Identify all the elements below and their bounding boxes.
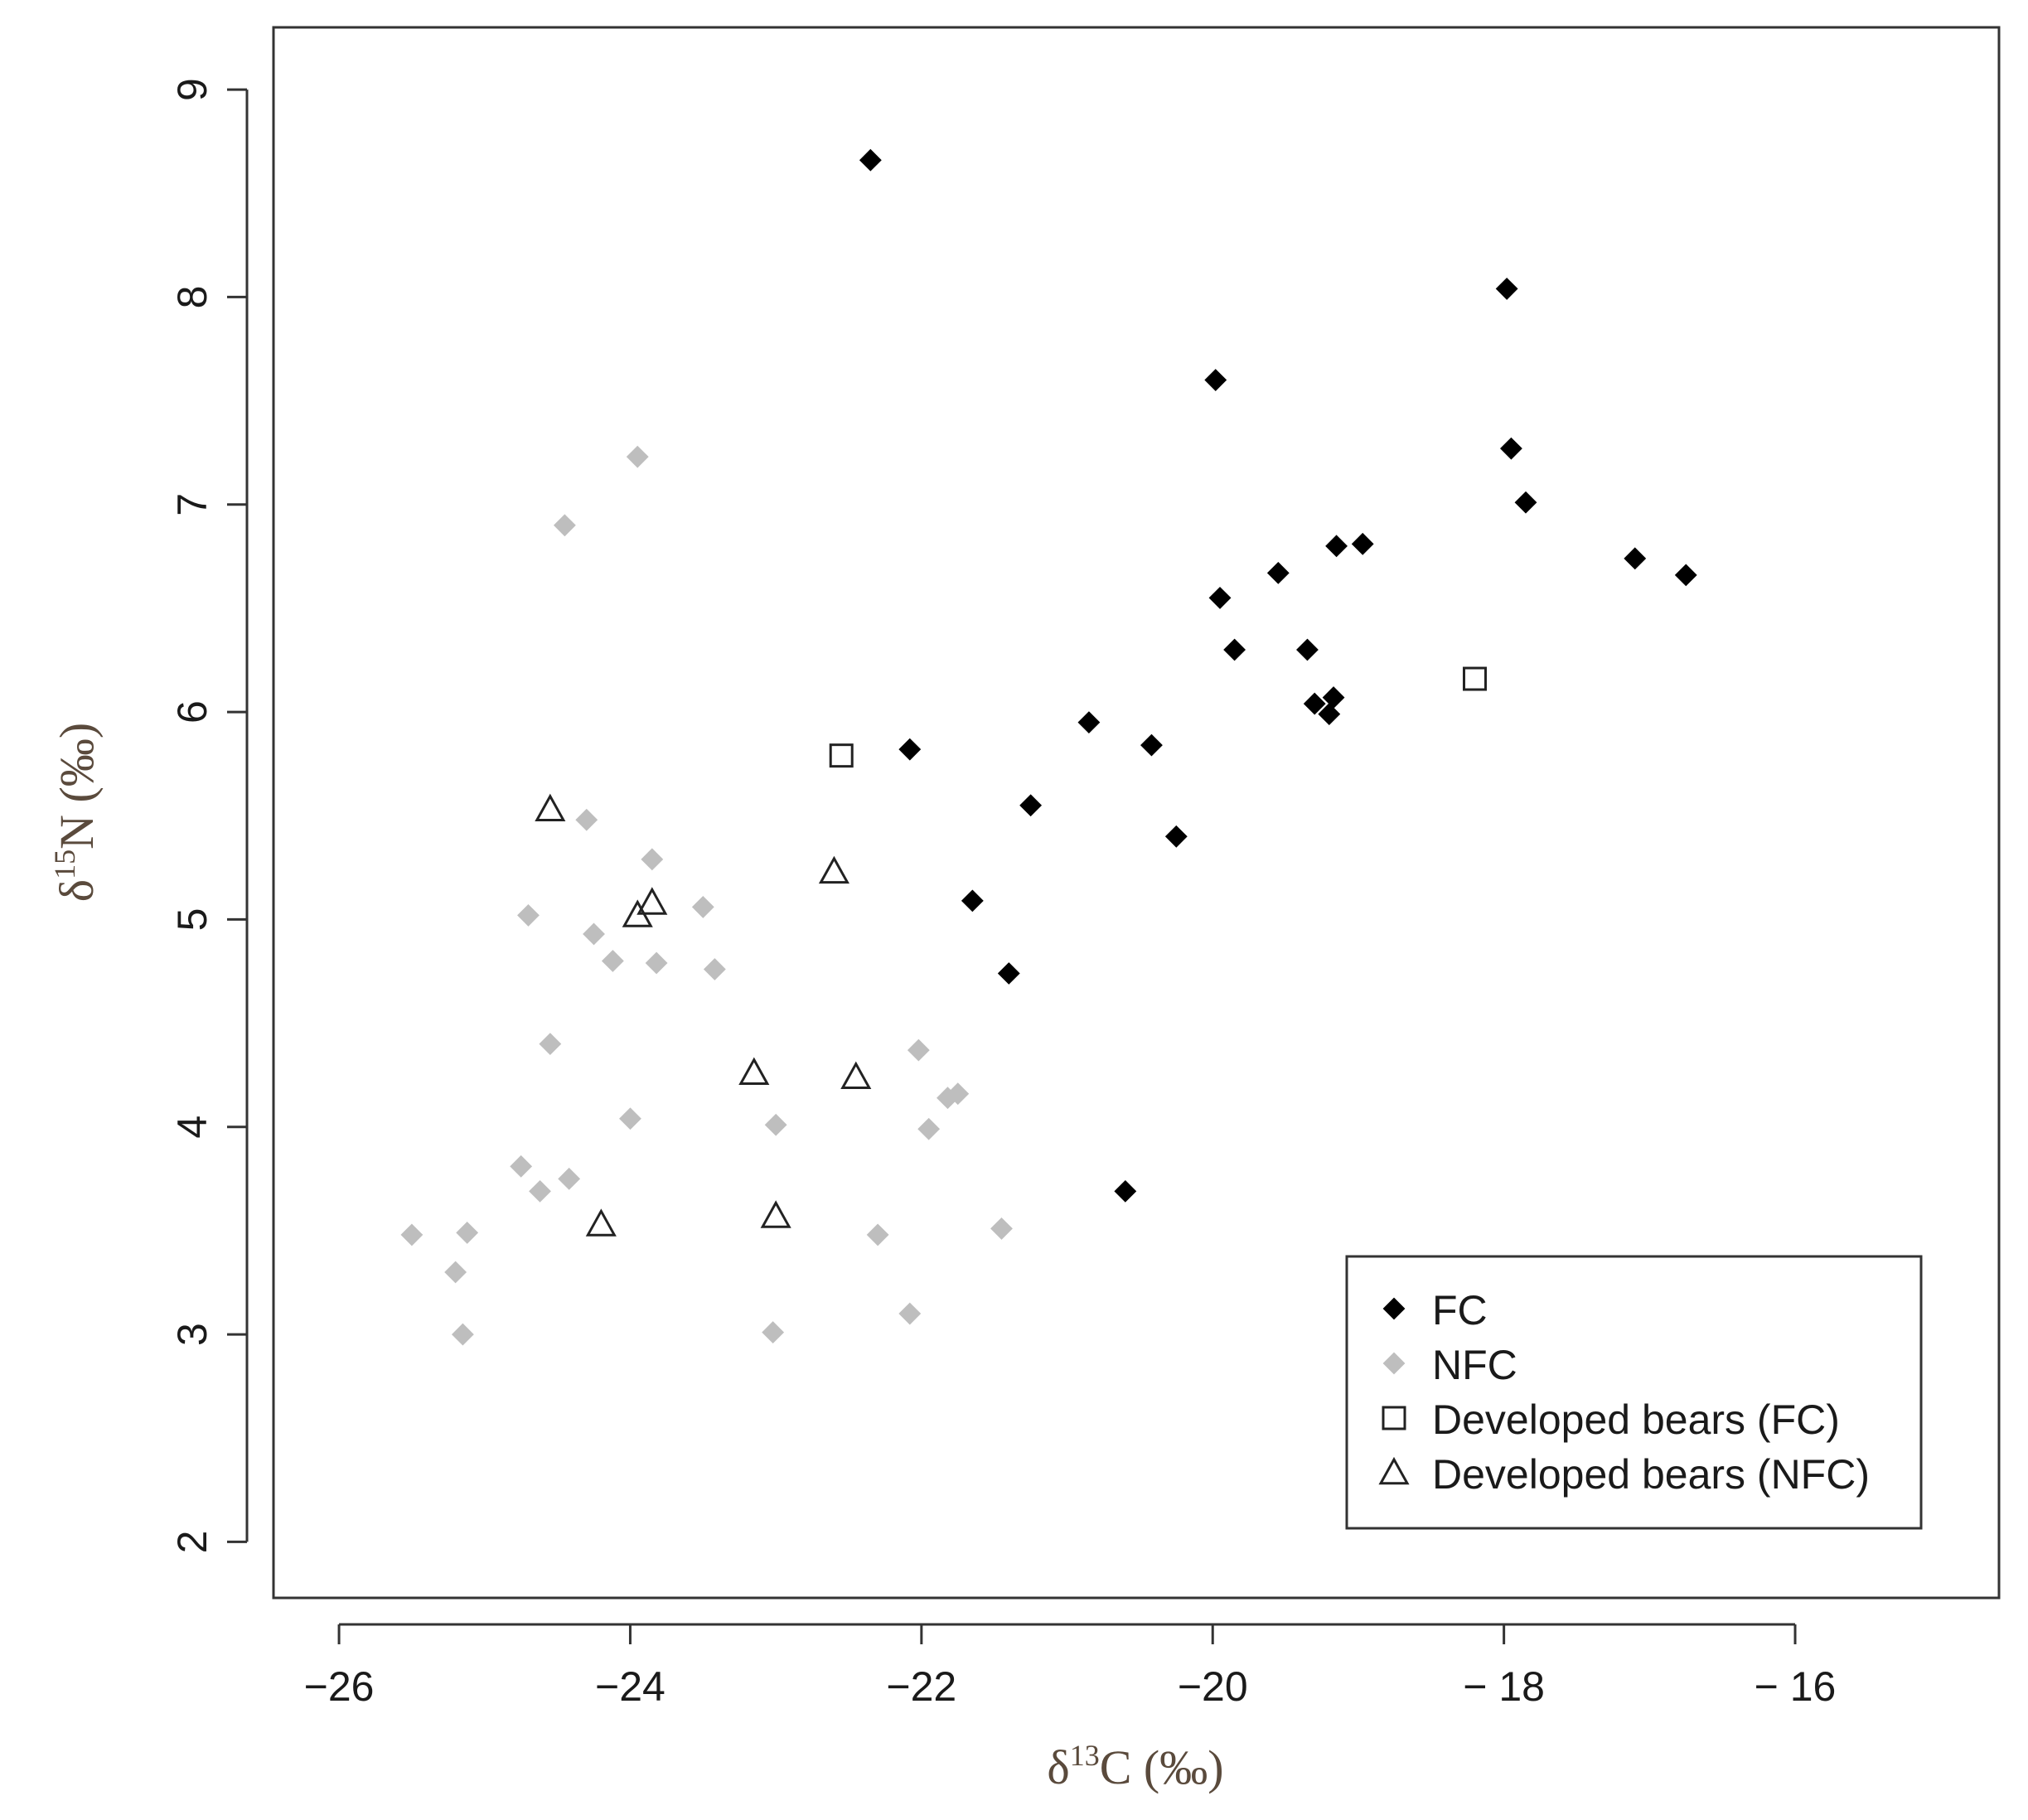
nfc-point [946, 1082, 970, 1106]
developed-fc-point [1462, 666, 1487, 691]
plot-frame [272, 26, 2001, 1600]
y-tick-label: 8 [169, 286, 215, 309]
developed-nfc-point [535, 793, 566, 822]
nfc-point [575, 808, 598, 831]
fc-point [1077, 711, 1101, 734]
y-tick-label: 7 [169, 493, 215, 516]
nfc-point [601, 950, 624, 972]
nfc-point [691, 895, 714, 918]
y-axis-title-prefix: δ [50, 879, 104, 902]
fc-point [997, 962, 1020, 985]
x-axis-title-sup: 13 [1070, 1739, 1100, 1772]
fc-point [1019, 794, 1043, 817]
x-tick-label: −20 [1178, 1663, 1248, 1710]
nfc-point [517, 903, 540, 927]
y-tick-label: 5 [169, 908, 215, 932]
legend-marker-3 [1378, 1456, 1410, 1485]
fc-point [1495, 278, 1518, 300]
legend-box [1345, 1255, 1923, 1530]
fc-point [1204, 369, 1227, 391]
fc-point [1223, 638, 1246, 661]
nfc-point [510, 1154, 533, 1178]
legend-marker-2 [1382, 1406, 1406, 1430]
x-tick-label: −26 [304, 1663, 375, 1710]
developed-fc-point [829, 743, 854, 768]
fc-point [1514, 491, 1537, 514]
fc-point [1318, 703, 1341, 726]
fc-point [1325, 535, 1348, 558]
nfc-point [703, 958, 726, 980]
y-axis-title-sup: 15 [48, 849, 81, 879]
nfc-point [400, 1223, 424, 1246]
legend-marker-0 [1382, 1297, 1406, 1320]
x-tick-label: −22 [886, 1663, 956, 1710]
legend-label-3: Developed bears (NFC) [1432, 1451, 1870, 1498]
fc-point [1500, 437, 1522, 460]
x-tick-label: − 16 [1755, 1663, 1837, 1710]
nfc-point [764, 1113, 787, 1136]
fc-point [1624, 547, 1647, 570]
developed-nfc-point [818, 855, 849, 884]
developed-nfc-point [738, 1057, 770, 1085]
series-1 [400, 445, 1013, 1346]
fc-point [1303, 692, 1326, 715]
nfc-point [917, 1117, 941, 1140]
y-tick-label: 6 [169, 700, 215, 724]
series-2 [829, 666, 1487, 768]
fc-point [961, 889, 984, 912]
x-tick-label: −24 [595, 1663, 666, 1710]
nfc-point [553, 514, 576, 537]
developed-nfc-point [760, 1200, 791, 1228]
developed-nfc-point [585, 1208, 617, 1237]
nfc-point [866, 1223, 889, 1246]
developed-nfc-point [840, 1061, 872, 1089]
fc-point [1164, 825, 1188, 848]
fc-point [898, 738, 922, 761]
x-tick-label: − 18 [1463, 1663, 1545, 1710]
legend-label-0: FC [1432, 1287, 1488, 1334]
nfc-point [641, 848, 664, 871]
x-axis-title-rest: C (‰) [1100, 1740, 1224, 1794]
series-3 [535, 793, 872, 1237]
nfc-point [626, 445, 649, 468]
fc-point [1351, 532, 1374, 555]
y-tick-label: 2 [169, 1531, 215, 1554]
y-tick-label: 4 [169, 1116, 215, 1139]
nfc-point [529, 1179, 551, 1203]
nfc-point [619, 1107, 641, 1130]
nfc-point [558, 1167, 581, 1190]
nfc-point [444, 1261, 467, 1284]
nfc-point [762, 1321, 785, 1343]
y-tick-label: 9 [169, 78, 215, 101]
x-axis-title: δ13C (‰) [1047, 1739, 1223, 1794]
series-0 [859, 148, 1697, 1203]
fc-point [1114, 1179, 1137, 1203]
nfc-point [907, 1038, 930, 1062]
y-axis-title-rest: N (‰) [50, 723, 104, 849]
y-axis-title: δ15N (‰) [48, 723, 104, 902]
nfc-point [451, 1323, 474, 1346]
fc-point [1266, 561, 1290, 584]
nfc-point [898, 1302, 922, 1325]
fc-point [859, 148, 882, 172]
y-tick-label: 3 [169, 1323, 215, 1346]
nfc-point [645, 951, 668, 975]
developed-nfc-point [636, 887, 668, 915]
legend-label-1: NFC [1432, 1342, 1517, 1388]
nfc-point [539, 1033, 562, 1056]
fc-point [1674, 564, 1697, 587]
fc-point [1208, 586, 1232, 609]
fc-point [1296, 638, 1319, 661]
fc-point [1322, 686, 1345, 709]
legend-marker-1 [1382, 1352, 1406, 1375]
x-axis-title-prefix: δ [1047, 1740, 1069, 1794]
nfc-point [990, 1217, 1013, 1240]
nfc-point [456, 1222, 479, 1244]
fc-point [1140, 733, 1163, 757]
nfc-point [583, 922, 605, 946]
legend-label-2: Developed bears (FC) [1432, 1396, 1840, 1443]
